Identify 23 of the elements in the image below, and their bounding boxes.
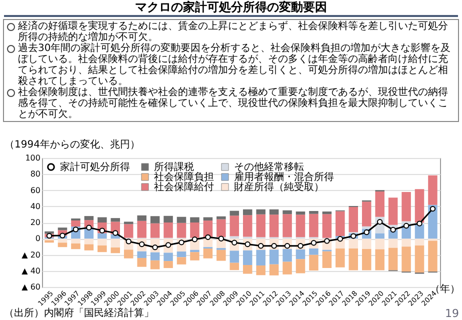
y-tick-label: 0 [35,234,40,244]
legend-label: 社会保障負担 [154,171,214,183]
text: 19 [445,307,459,320]
legend-label: 家計可処分所得 [60,161,130,173]
legend-label: その他経常移転 [234,161,304,173]
legend-label: 所得課税 [154,161,194,173]
legend-label: 雇用者報酬・混合所得 [234,171,334,183]
y-tick-label: ▲ 20 [22,250,40,260]
chart-title: マクロの家計可処分所得の変動要因 [4,0,458,17]
legend-label: 財産所得（純受取） [234,181,324,193]
y-tick-label: 20 [30,218,40,227]
text: 過去30年間の家計可処分所得の変動要因を分析すると、社会保険料負担の増加が大きな影響を及ぼしている。社会保険料の背後には給付が存在するが、その多くは年金等の高齢者向け給付に充てられており、結果として社会保障給付の増加分を差し引くと、可処分所得の増加はほとんど相殺されてしまっている。 [18,43,452,87]
y-tick-label: 40 [30,202,40,211]
text: 社会保険制度は、世代間扶養や社会的連帯を支える極めて重要な制度であるが、現役世代の納得感を得て、その持続可能性を確保していく上で、現役世代の保険料負担を最大限抑制していくことが不可欠。 [18,87,449,120]
text: （出所）内閣府「国民経済計算」 [4,306,154,320]
legend-label: 社会保障給付 [154,181,214,193]
y-axis-title: （1994年からの変化、兆円） [4,138,140,150]
y-tick-label: 80 [30,170,40,179]
text: 経済の好循環を実現するためには、賃金の上昇にとどまらず、社会保険料等を差し引いた可処分所得の持続的な増加が不可欠。 [18,21,449,43]
y-tick-label: ▲ 40 [22,266,40,276]
y-tick-label: ▲ 60 [22,282,40,292]
y-tick-label: 60 [30,186,40,195]
y-tick-label: 100 [25,154,40,162]
